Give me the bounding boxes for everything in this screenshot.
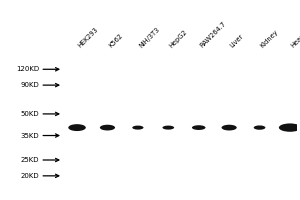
Ellipse shape: [192, 125, 206, 130]
Text: 35KD: 35KD: [20, 133, 39, 139]
Ellipse shape: [163, 126, 174, 130]
Text: 90KD: 90KD: [20, 82, 39, 88]
Ellipse shape: [132, 126, 143, 130]
Ellipse shape: [254, 125, 266, 130]
Ellipse shape: [100, 125, 115, 130]
Text: 20KD: 20KD: [20, 173, 39, 179]
Text: K562: K562: [107, 33, 124, 49]
Text: RAW264.7: RAW264.7: [199, 21, 227, 49]
Ellipse shape: [279, 123, 300, 132]
Ellipse shape: [68, 124, 86, 131]
Text: 120KD: 120KD: [16, 66, 39, 72]
Ellipse shape: [221, 125, 237, 130]
Text: Heart: Heart: [290, 32, 300, 49]
Text: Liver: Liver: [229, 33, 245, 49]
Text: HEK293: HEK293: [77, 27, 100, 49]
Text: NIH/3T3: NIH/3T3: [138, 26, 161, 49]
Text: 25KD: 25KD: [21, 157, 39, 163]
Text: HepG2: HepG2: [168, 29, 188, 49]
Text: Kidney: Kidney: [260, 29, 280, 49]
Text: 50KD: 50KD: [20, 111, 39, 117]
